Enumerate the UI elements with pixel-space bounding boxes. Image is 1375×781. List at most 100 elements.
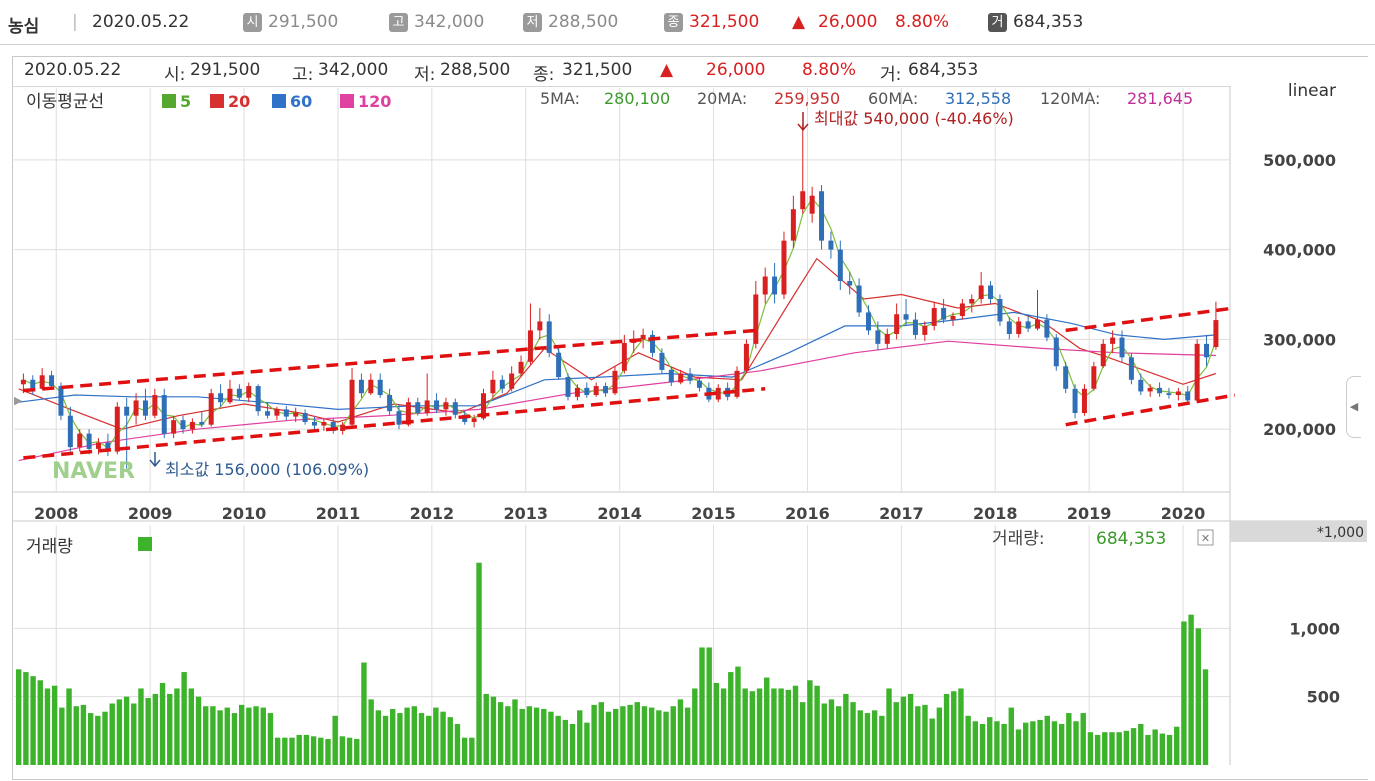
candle-body (1081, 388, 1087, 413)
x-tick-label: 2012 (410, 504, 455, 523)
moving-average-layer (18, 197, 1217, 462)
ma5-label: 5MA: (540, 89, 580, 108)
candle-body (856, 285, 862, 313)
header-close-value: 321,500 (689, 12, 760, 32)
candle-body (424, 400, 430, 413)
volume-current-value: 684,353 (1096, 529, 1166, 549)
candle-body (405, 402, 411, 425)
volume-bar (109, 703, 115, 765)
info-open-label: 시: (164, 65, 186, 85)
x-tick-label: 2019 (1067, 504, 1112, 523)
candle-body (1025, 321, 1031, 329)
header-change: 26,000 (818, 12, 878, 32)
candle-body (415, 402, 421, 413)
ma60-value: 312,558 (945, 89, 1011, 108)
candle-body (1006, 321, 1012, 334)
candlestick-layer (20, 123, 1219, 469)
volume-bar (562, 719, 569, 765)
candle-body (67, 415, 73, 448)
volume-bar (1109, 732, 1115, 765)
candle-body (772, 276, 778, 295)
header-open: 시 291,500 (243, 12, 338, 32)
x-tick-label: 2013 (503, 504, 548, 523)
trend-channel-line (23, 387, 766, 460)
x-tick-label: 2008 (34, 504, 79, 523)
candle-body (743, 343, 749, 371)
volume-bar (706, 647, 712, 765)
candle-body (199, 421, 205, 425)
volume-y-tick-label: 1,000 (1289, 619, 1340, 638)
scroll-right-handle-icon[interactable]: ◀ (1346, 376, 1361, 438)
volume-close-button[interactable]: ✕ (1197, 529, 1214, 546)
candle-body (368, 379, 374, 394)
ma-legend-item-20[interactable]: 20 (210, 92, 250, 111)
scale-mode-button[interactable]: linear (1288, 81, 1336, 101)
volume-bar (375, 710, 382, 765)
candle-body (875, 330, 881, 344)
volume-bar (483, 693, 489, 765)
scroll-left-handle-icon[interactable]: ▶ (14, 394, 23, 407)
candle-body (58, 386, 64, 416)
volume-bar (87, 713, 94, 765)
candle-body (1147, 387, 1153, 392)
volume-bar (1166, 734, 1173, 765)
volume-bar (987, 717, 993, 765)
volume-bar (828, 699, 835, 765)
candle-body (988, 285, 994, 299)
trend-channel-line (23, 328, 756, 393)
ma-legend-label-60: 60 (290, 92, 312, 111)
volume-bar (771, 688, 777, 765)
volume-y-tick-label: 500 (1307, 688, 1340, 707)
ma-legend-item-120[interactable]: 120 (340, 92, 391, 111)
x-tick-label: 2017 (879, 504, 924, 523)
volume-bar (260, 707, 266, 765)
volume-bar (282, 737, 288, 765)
volume-bar (390, 708, 396, 765)
volume-bar (749, 691, 756, 765)
info-low: 288,500 (440, 60, 511, 80)
candle-body (246, 386, 252, 398)
candle-body (809, 195, 815, 214)
candle-body (1138, 379, 1144, 392)
volume-bar (821, 703, 827, 765)
ma-5-swatch-icon (162, 94, 176, 108)
candle-body (894, 314, 900, 334)
high-badge-icon: 고 (389, 13, 408, 32)
candle-body (471, 418, 477, 422)
volume-bar (490, 696, 497, 765)
candle-body (696, 380, 702, 388)
volume-bar (972, 721, 979, 765)
volume-bar (159, 683, 166, 765)
ma-legend-item-5[interactable]: 5 (162, 92, 191, 111)
volume-bar (44, 688, 51, 765)
candle-body (800, 191, 806, 210)
y-tick-label: 200,000 (1263, 420, 1336, 439)
ohlc-info-row: 2020.05.22 시: 291,500 고: 342,000 저: 288,… (12, 56, 1230, 87)
volume-bar (634, 702, 640, 765)
candle-body (1110, 337, 1116, 344)
volume-bar (548, 711, 554, 765)
ma-legend-title: 이동평균선 (26, 92, 104, 112)
x-tick-label: 2016 (785, 504, 830, 523)
ma-legend-item-60[interactable]: 60 (272, 92, 312, 111)
candle-body (1166, 393, 1172, 396)
candle-body (434, 400, 440, 410)
volume-bar (447, 717, 453, 765)
volume-bar (433, 707, 439, 765)
ma-line-20 (18, 257, 1217, 430)
min-arrow-icon (149, 452, 161, 468)
candle-body (208, 393, 214, 425)
volume-bar (1058, 724, 1065, 765)
candle-body (452, 402, 458, 415)
volume-bar (310, 736, 317, 765)
candle-body (499, 379, 505, 389)
candle-body (593, 386, 599, 396)
candle-body (687, 373, 693, 381)
volume-bar (907, 693, 914, 765)
volume-bar (943, 693, 950, 765)
candle-body (762, 276, 768, 295)
volume-bar (591, 704, 597, 765)
candle-body (124, 406, 130, 416)
volume-bar (354, 739, 360, 765)
candle-body (1053, 337, 1059, 367)
